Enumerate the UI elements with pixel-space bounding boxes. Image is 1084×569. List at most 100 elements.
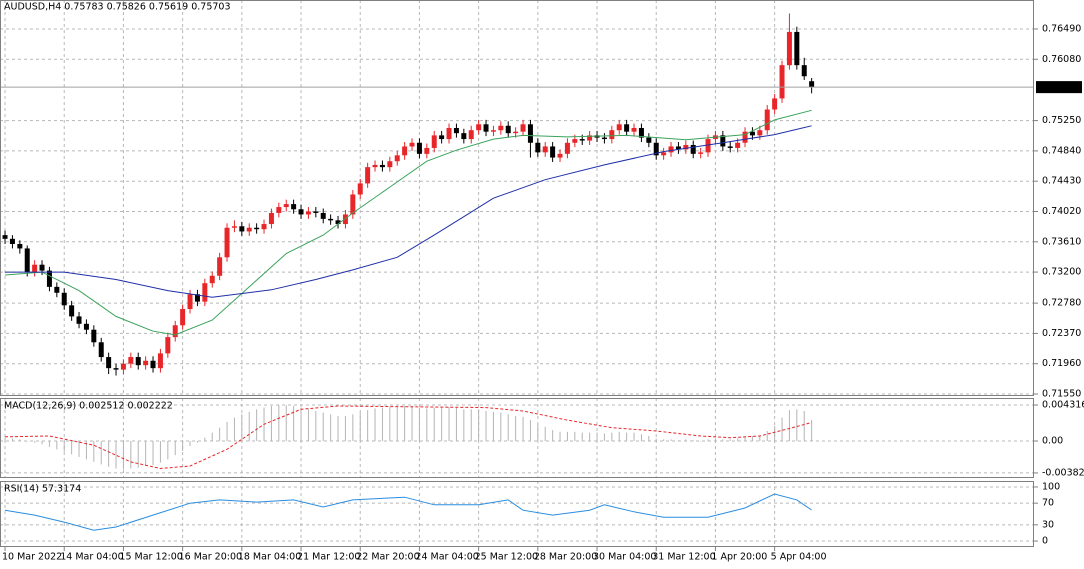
candle-body	[54, 286, 60, 293]
y-tick-label: 0.00	[1042, 435, 1063, 446]
candle-body	[542, 146, 548, 153]
histogram-bar	[182, 440, 184, 452]
candle-body	[490, 130, 496, 132]
histogram-bar	[100, 440, 102, 465]
candle-body	[557, 153, 563, 158]
histogram-bar	[367, 410, 369, 441]
histogram-bar	[344, 415, 346, 441]
indicator-line	[4, 493, 812, 531]
y-tick-label: 0.004316	[1042, 399, 1084, 410]
candle-body	[172, 325, 178, 338]
plot-layer	[0, 0, 1034, 547]
indicator-title: RSI(14) 57.3174	[4, 484, 81, 495]
candle-body	[17, 243, 23, 249]
histogram-bar	[278, 405, 280, 441]
candle-body	[350, 194, 356, 215]
histogram-bar	[322, 412, 324, 441]
candle-body	[690, 144, 696, 154]
histogram-bar	[78, 440, 80, 457]
histogram-bar	[485, 410, 487, 441]
histogram-bar	[751, 435, 753, 441]
histogram-bar	[374, 408, 376, 441]
histogram-bar	[389, 406, 391, 441]
candle-body	[527, 124, 533, 143]
candle-body	[194, 294, 200, 302]
histogram-bar	[626, 432, 628, 441]
histogram-bar	[300, 407, 302, 441]
candle-body	[313, 211, 319, 213]
histogram-bar	[337, 415, 339, 441]
histogram-bar	[241, 414, 243, 441]
candle-body	[550, 146, 556, 158]
y-tick-label: 30	[1042, 519, 1054, 530]
y-tick-label: 0	[1042, 536, 1048, 547]
histogram-bar	[759, 435, 761, 441]
candle-body	[616, 124, 622, 131]
y-tick-label: 0.71550	[1042, 389, 1081, 400]
histogram-bar	[145, 440, 147, 467]
histogram-bar	[448, 406, 450, 441]
y-tick-label: 0.74430	[1042, 176, 1081, 187]
candle-body	[135, 357, 141, 366]
histogram-bar	[566, 431, 568, 441]
histogram-bar	[248, 411, 250, 441]
histogram-bar	[796, 409, 798, 441]
histogram-bar	[737, 438, 739, 441]
candle-body	[335, 220, 341, 225]
x-tick-label: 18 Mar 04:00	[238, 552, 301, 563]
histogram-bar	[137, 440, 139, 468]
x-tick-label: 1 Apr 20:00	[711, 552, 767, 563]
candle-body	[39, 264, 45, 271]
histogram-bar	[581, 432, 583, 441]
candle-body	[794, 31, 800, 66]
histogram-bar	[781, 417, 783, 441]
y-tick-label: 0.73610	[1042, 236, 1081, 247]
x-tick-label: 16 Mar 20:00	[179, 552, 242, 563]
histogram-bar	[470, 409, 472, 441]
moving-average	[5, 125, 812, 298]
histogram-bar	[648, 435, 650, 441]
histogram-bar	[426, 408, 428, 441]
histogram-bar	[381, 407, 383, 441]
candle-body	[328, 218, 334, 221]
y-tick-label: 0.75250	[1042, 115, 1081, 126]
histogram-bar	[196, 440, 198, 443]
candle-body	[261, 224, 267, 230]
histogram-bar	[63, 440, 65, 452]
histogram-bar	[515, 415, 517, 441]
candle-body	[120, 363, 126, 370]
histogram-bar	[507, 414, 509, 441]
candle-body	[476, 124, 482, 131]
histogram-bar	[537, 424, 539, 441]
candle-body	[764, 109, 770, 131]
histogram-bar	[700, 440, 702, 442]
last-price-box	[1036, 81, 1082, 94]
candle-body	[357, 183, 363, 195]
histogram-bar	[285, 405, 287, 441]
candle-body	[46, 270, 52, 287]
histogram-bar	[685, 439, 687, 441]
histogram-bar	[307, 409, 309, 441]
histogram-bar	[670, 439, 672, 441]
candle-body	[32, 264, 38, 273]
candle-body	[668, 146, 674, 153]
histogram-bar	[115, 440, 117, 469]
histogram-bar	[122, 440, 124, 470]
histogram-bar	[330, 414, 332, 441]
candle-body	[453, 127, 459, 134]
candle-body	[83, 323, 89, 330]
candle-body	[24, 248, 30, 273]
histogram-bar	[189, 440, 191, 447]
histogram-bar	[766, 430, 768, 441]
candle-body	[431, 135, 437, 148]
y-tick-label: 0.72370	[1042, 328, 1081, 339]
candle-body	[786, 31, 792, 66]
histogram-bar	[722, 439, 724, 441]
candle-body	[150, 360, 156, 369]
candle-body	[2, 235, 8, 239]
candle-body	[113, 368, 119, 370]
histogram-bar	[692, 440, 694, 441]
last-price-label: 0.75703	[1040, 82, 1079, 93]
histogram-bar	[11, 438, 13, 441]
histogram-bar	[293, 405, 295, 441]
